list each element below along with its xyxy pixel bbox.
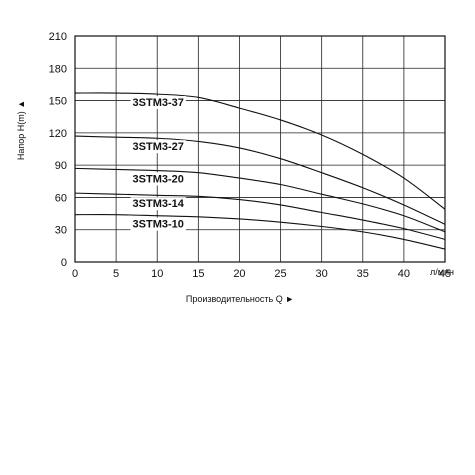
y-tick-label: 180: [49, 63, 67, 75]
x-tick-label: 5: [113, 268, 119, 280]
y-axis-title: Напор H(m) ▲: [16, 100, 26, 160]
series-label-3stm3-27: 3STM3-27: [133, 141, 184, 153]
series-line-3stm3-20: [74, 167, 446, 233]
x-tick-label: 10: [151, 268, 163, 280]
y-tick-label: 210: [49, 31, 67, 43]
x-tick-label: 25: [274, 268, 286, 280]
series-label-background: [130, 172, 186, 186]
series-label-3stm3-10: 3STM3-10: [133, 219, 184, 231]
series-label-background: [130, 140, 186, 154]
x-tick-labels: 0 5 10 15 20 25 30 35 40 45: [72, 268, 451, 280]
series-labels: 3STM3-37 3STM3-27 3STM3-20 3STM3-14 3STM3-10: [130, 96, 186, 231]
y-tick-label: 0: [61, 257, 67, 269]
series-line-3stm3-14: [74, 192, 446, 240]
series-label-3stm3-20: 3STM3-20: [133, 173, 184, 185]
x-tick-label: 20: [233, 268, 245, 280]
series-label-background: [130, 197, 186, 211]
x-tick-label: 0: [72, 268, 78, 280]
series-curves: [74, 92, 446, 250]
x-tick-label: 15: [192, 268, 204, 280]
x-axis-unit: л/мин: [430, 267, 454, 277]
y-tick-label: 60: [55, 192, 67, 204]
x-tick-label: 35: [357, 268, 369, 280]
series-line-3stm3-10: [74, 214, 446, 250]
series-label-3stm3-37: 3STM3-37: [133, 97, 184, 109]
y-tick-label: 120: [49, 128, 67, 140]
x-tick-label: 40: [398, 268, 410, 280]
x-axis-title: Производительность Q ►: [186, 294, 294, 304]
y-tick-labels: 0 30 60 90 120 150 180 210: [49, 31, 67, 269]
grid: [74, 35, 446, 263]
y-tick-label: 30: [55, 225, 67, 237]
series-line-3stm3-37: [74, 92, 446, 210]
series-label-background: [130, 217, 186, 231]
x-tick-label: 30: [316, 268, 328, 280]
series-label-3stm3-14: 3STM3-14: [133, 198, 185, 210]
series-line-3stm3-27: [74, 135, 446, 225]
plot-frame: [74, 35, 446, 263]
y-tick-label: 90: [55, 160, 67, 172]
x-tick-label: 45: [439, 268, 451, 280]
y-tick-label: 150: [49, 96, 67, 108]
series-label-background: [130, 96, 186, 110]
